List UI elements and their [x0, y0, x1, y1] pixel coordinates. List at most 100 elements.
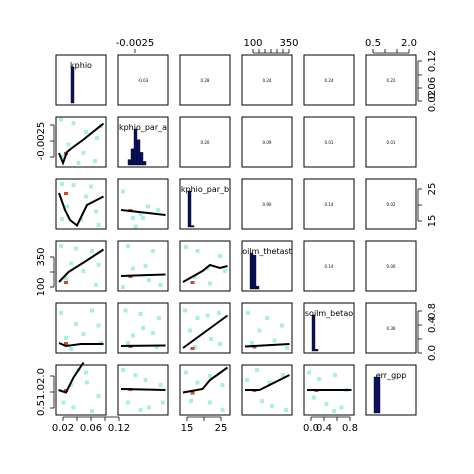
scatter-point [193, 345, 197, 349]
panel-frame [179, 178, 231, 230]
scatter-point [126, 244, 130, 248]
scatter-point [96, 394, 101, 398]
scatter-point [195, 316, 200, 320]
tick-label: 0.02 [427, 90, 438, 112]
scatter-point [265, 316, 269, 320]
panel-frame [55, 240, 107, 292]
scatter-point [138, 408, 143, 412]
scatter-point [267, 380, 272, 385]
tick-label: 15 [181, 423, 194, 434]
scatter-point [155, 345, 159, 349]
tick-label: 100 [36, 277, 47, 296]
variable-label: kphio_par_b [181, 185, 229, 194]
density-mark [190, 347, 195, 350]
smooth-line [182, 366, 229, 394]
scatter-point [324, 402, 329, 406]
x-axis-kphio-par-a: -0.0025 [116, 38, 154, 53]
scatter-point [96, 263, 101, 267]
tick-label: 350 [279, 38, 298, 49]
scatter-point [205, 266, 210, 271]
scatter-point [81, 269, 86, 273]
scatter-point [123, 308, 128, 313]
scatter-point [205, 313, 210, 318]
smooth-line [120, 273, 166, 277]
y-axis-kphio-par-a: -0.0025 [36, 122, 55, 160]
panel-3-3: oilm_thetast [241, 240, 293, 292]
y-axis-soilm-betao: 0.80.4 0.0 [417, 303, 438, 361]
tick-label: 0.06 [80, 423, 102, 434]
scatter-point [260, 399, 264, 403]
scatter-point [281, 373, 285, 377]
scatter-point [143, 378, 148, 382]
tick-label: 2.0 [36, 368, 47, 384]
scatter-point [94, 209, 98, 214]
scatter-point [133, 224, 138, 229]
histogram-bar [252, 254, 257, 290]
panel-frame [241, 302, 293, 354]
correlation-value: 0.28 [201, 78, 210, 83]
scatter-point [272, 338, 277, 343]
scatter-point [90, 409, 94, 413]
histogram-bar [130, 148, 135, 166]
scatter-point [280, 323, 284, 328]
scatter-point [60, 217, 64, 221]
smooth-line [58, 122, 105, 166]
scatter-point [208, 400, 212, 405]
panel-1-5: 0.01 [365, 116, 417, 168]
y-axis-kphio: 0.12 0.060.02 [417, 50, 438, 112]
scatter-point [245, 378, 249, 382]
y-axis-soilm-thetastar: 350 100 [36, 247, 55, 297]
x-axis-soilm-thetastar: 100 350 [243, 38, 299, 54]
scatter-point [90, 249, 94, 253]
panel-frame [303, 54, 355, 106]
scatter-point [65, 204, 69, 209]
panel-3-4: 0.14 [303, 240, 355, 292]
panel-frame [117, 178, 169, 230]
panel-frame [179, 364, 231, 416]
scatter-point [60, 182, 64, 186]
smooth-line [244, 343, 290, 348]
panel-2-0 [55, 178, 107, 230]
panel-4-4: soilm_betao [303, 302, 355, 354]
scatter-point [195, 249, 200, 253]
smooth-line [182, 263, 228, 283]
scatter-point [81, 332, 86, 336]
scatter-point [138, 212, 143, 216]
scatter-point [220, 408, 225, 412]
tick-label: 350 [36, 247, 47, 266]
panel-frame [179, 240, 231, 292]
correlation-value: 0.14 [325, 264, 334, 269]
scatter-point [158, 383, 163, 387]
panel-5-5: err_gpp [365, 364, 417, 416]
smooth-line [245, 374, 290, 391]
scatter-point [157, 316, 161, 320]
x-axis-kphio-par-b: 15 25 [181, 416, 227, 434]
smooth-line [58, 248, 105, 283]
scatter-point [141, 216, 145, 220]
scatter-point [84, 130, 88, 134]
panel-frame [55, 116, 107, 168]
scatter-point [90, 308, 94, 313]
smooth-line [58, 342, 104, 348]
smooth-line [120, 388, 166, 391]
scatter-point [218, 342, 222, 346]
scatter-point [161, 400, 165, 405]
tick-label: 0.0 [303, 423, 319, 434]
scatter-point [96, 223, 101, 227]
panel-1-2: 0.20 [179, 116, 231, 168]
density-mark [190, 281, 195, 284]
panel-frame [241, 54, 293, 106]
tick-label: 0.12 [108, 423, 130, 434]
panel-frame [303, 116, 355, 168]
variable-label: kphio [70, 61, 92, 70]
variable-label: soilm_betao [305, 309, 353, 318]
scatter-point [85, 380, 89, 385]
scatter-point [59, 117, 63, 122]
scatter-point [208, 281, 212, 286]
variable-label: oilm_thetast [242, 247, 292, 256]
scatter-point [126, 400, 130, 405]
tick-label: 15 [427, 215, 438, 228]
scatter-point [64, 276, 68, 281]
scatter-point [69, 383, 73, 387]
